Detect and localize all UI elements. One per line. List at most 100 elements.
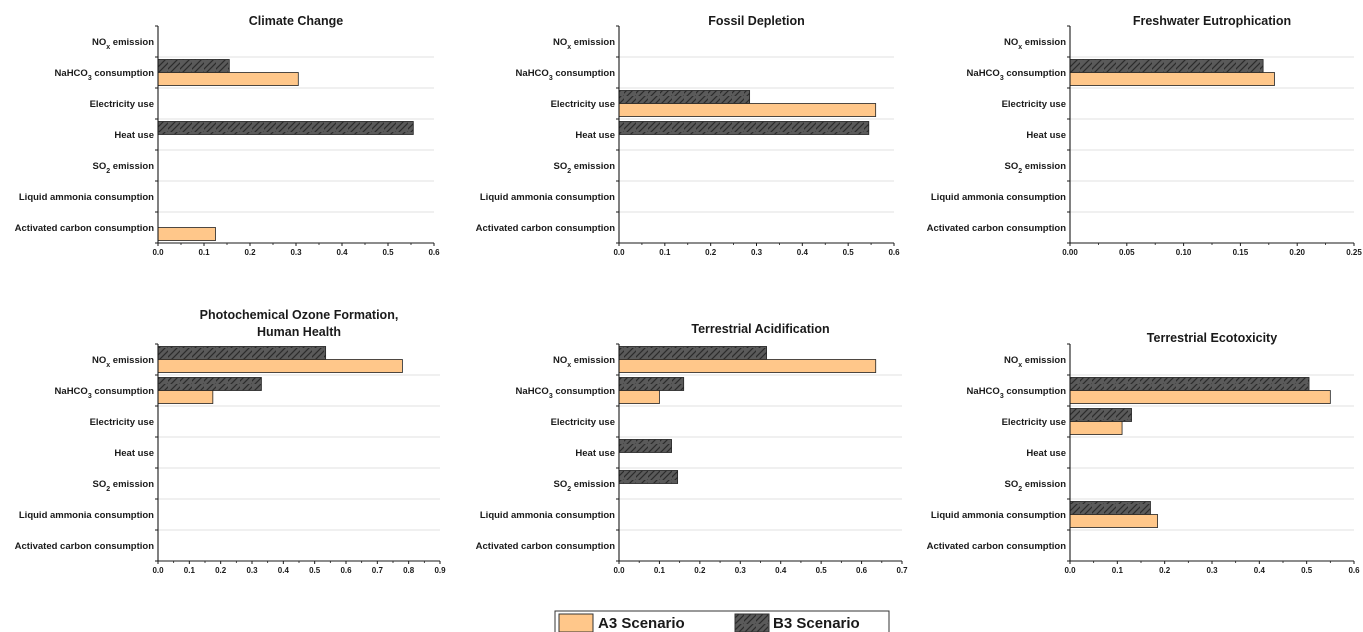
x-tick-label: 0.5 xyxy=(382,248,394,257)
chart-title: Terrestrial Ecotoxicity xyxy=(1147,331,1277,345)
category-label: Heat use xyxy=(575,130,615,141)
bar-b3 xyxy=(618,90,751,104)
x-tick-label: 0.8 xyxy=(403,566,415,575)
chart-title: Fossil Depletion xyxy=(708,14,805,28)
category-label: Electricity use xyxy=(1002,99,1066,110)
category-label: Heat use xyxy=(114,448,154,459)
bar-a3 xyxy=(157,227,216,241)
legend-swatch-a3 xyxy=(558,613,594,632)
category-label: NOx emission xyxy=(553,37,615,51)
x-tick-label: 0.2 xyxy=(1159,566,1171,575)
x-tick-label: 0.6 xyxy=(888,248,900,257)
x-tick-label: 0.0 xyxy=(152,566,164,575)
legend-label-b3: B3 Scenario xyxy=(773,615,860,632)
x-tick-label: 0.10 xyxy=(1176,248,1192,257)
chart-panel-6: Terrestrial Ecotoxicity NOx emission NaHCO… xyxy=(927,331,1360,575)
category-label: NaHCO3 consumption xyxy=(516,68,616,82)
bar-b3 xyxy=(618,439,672,453)
category-label: Electricity use xyxy=(90,417,154,428)
x-tick-label: 0.0 xyxy=(1064,566,1076,575)
x-tick-label: 0.4 xyxy=(775,566,787,575)
category-label: NOx emission xyxy=(553,355,615,369)
x-tick-label: 0.1 xyxy=(198,248,210,257)
bar-b3 xyxy=(157,59,230,73)
bar-b3 xyxy=(618,346,767,360)
bar-a3 xyxy=(618,103,877,117)
bar-a3 xyxy=(618,390,660,404)
category-label: Activated carbon consumption xyxy=(15,541,155,552)
category-label: Heat use xyxy=(1026,448,1066,459)
category-label: Activated carbon consumption xyxy=(927,541,1067,552)
x-tick-label: 0.4 xyxy=(336,248,348,257)
chart-panel-4: Photochemical Ozone Formation, Human Heal… xyxy=(15,308,446,575)
category-label: Liquid ammonia consumption xyxy=(480,192,615,203)
category-label: SO2 emission xyxy=(93,161,155,175)
x-tick-label: 0.2 xyxy=(244,248,256,257)
category-label: Heat use xyxy=(575,448,615,459)
bar-a3 xyxy=(157,72,299,86)
bar-b3 xyxy=(1069,408,1132,422)
x-tick-label: 0.0 xyxy=(613,566,625,575)
x-tick-label: 0.0 xyxy=(152,248,164,257)
category-label: Liquid ammonia consumption xyxy=(19,510,154,521)
bar-b3 xyxy=(618,121,870,135)
x-tick-label: 0.9 xyxy=(434,566,446,575)
chart-grid: Climate Change NOx emission NaHCO3 consump… xyxy=(15,14,1363,575)
category-label: NaHCO3 consumption xyxy=(516,386,616,400)
bar-b3 xyxy=(618,470,679,484)
x-tick-label: 0.6 xyxy=(340,566,352,575)
category-label: Liquid ammonia consumption xyxy=(931,192,1066,203)
x-tick-label: 0.6 xyxy=(856,566,868,575)
legend-frame xyxy=(554,610,890,632)
category-label: Activated carbon consumption xyxy=(476,223,616,234)
chart-panel-1: Climate Change NOx emission NaHCO3 consump… xyxy=(15,14,440,257)
bar-a3 xyxy=(1069,421,1123,435)
x-tick-label: 0.6 xyxy=(428,248,440,257)
bar-b3 xyxy=(618,377,685,391)
category-label: Activated carbon consumption xyxy=(476,541,616,552)
x-tick-label: 0.2 xyxy=(215,566,227,575)
bar-b3 xyxy=(1069,59,1264,73)
x-tick-label: 0.1 xyxy=(184,566,196,575)
chart-title: Terrestrial Acidification xyxy=(691,322,829,336)
x-tick-label: 0.4 xyxy=(278,566,290,575)
x-tick-label: 0.05 xyxy=(1119,248,1135,257)
chart-title: Freshwater Eutrophication xyxy=(1133,14,1291,28)
bar-a3 xyxy=(157,390,214,404)
category-label: NaHCO3 consumption xyxy=(967,68,1067,82)
category-label: NOx emission xyxy=(92,37,154,51)
category-label: NaHCO3 consumption xyxy=(55,68,155,82)
x-tick-label: 0.5 xyxy=(816,566,828,575)
category-label: Heat use xyxy=(1026,130,1066,141)
x-tick-label: 0.00 xyxy=(1062,248,1078,257)
category-label: Heat use xyxy=(114,130,154,141)
chart-title: Photochemical Ozone Formation, Human Heal… xyxy=(200,308,399,339)
bar-a3 xyxy=(1069,72,1275,86)
x-tick-label: 0.7 xyxy=(896,566,908,575)
category-label: Liquid ammonia consumption xyxy=(480,510,615,521)
x-tick-label: 0.3 xyxy=(246,566,258,575)
category-label: SO2 emission xyxy=(1005,479,1067,493)
bar-b3 xyxy=(1069,377,1310,391)
category-label: NaHCO3 consumption xyxy=(55,386,155,400)
category-label: SO2 emission xyxy=(554,479,616,493)
x-tick-label: 0.5 xyxy=(1301,566,1313,575)
chart-panel-2: Fossil Depletion NOx emission NaHCO3 consu… xyxy=(476,14,900,257)
category-label: Electricity use xyxy=(551,417,615,428)
x-tick-label: 0.2 xyxy=(705,248,717,257)
x-tick-label: 0.1 xyxy=(654,566,666,575)
legend-swatch-b3 xyxy=(734,613,770,632)
category-label: SO2 emission xyxy=(93,479,155,493)
x-tick-label: 0.0 xyxy=(613,248,625,257)
x-tick-label: 0.3 xyxy=(751,248,763,257)
x-tick-label: 0.7 xyxy=(372,566,384,575)
category-label: Activated carbon consumption xyxy=(15,223,155,234)
bar-b3 xyxy=(157,121,414,135)
x-tick-label: 0.4 xyxy=(797,248,809,257)
category-label: SO2 emission xyxy=(554,161,616,175)
category-label: Liquid ammonia consumption xyxy=(19,192,154,203)
x-tick-label: 0.4 xyxy=(1254,566,1266,575)
x-tick-label: 0.5 xyxy=(309,566,321,575)
x-tick-label: 0.20 xyxy=(1289,248,1305,257)
